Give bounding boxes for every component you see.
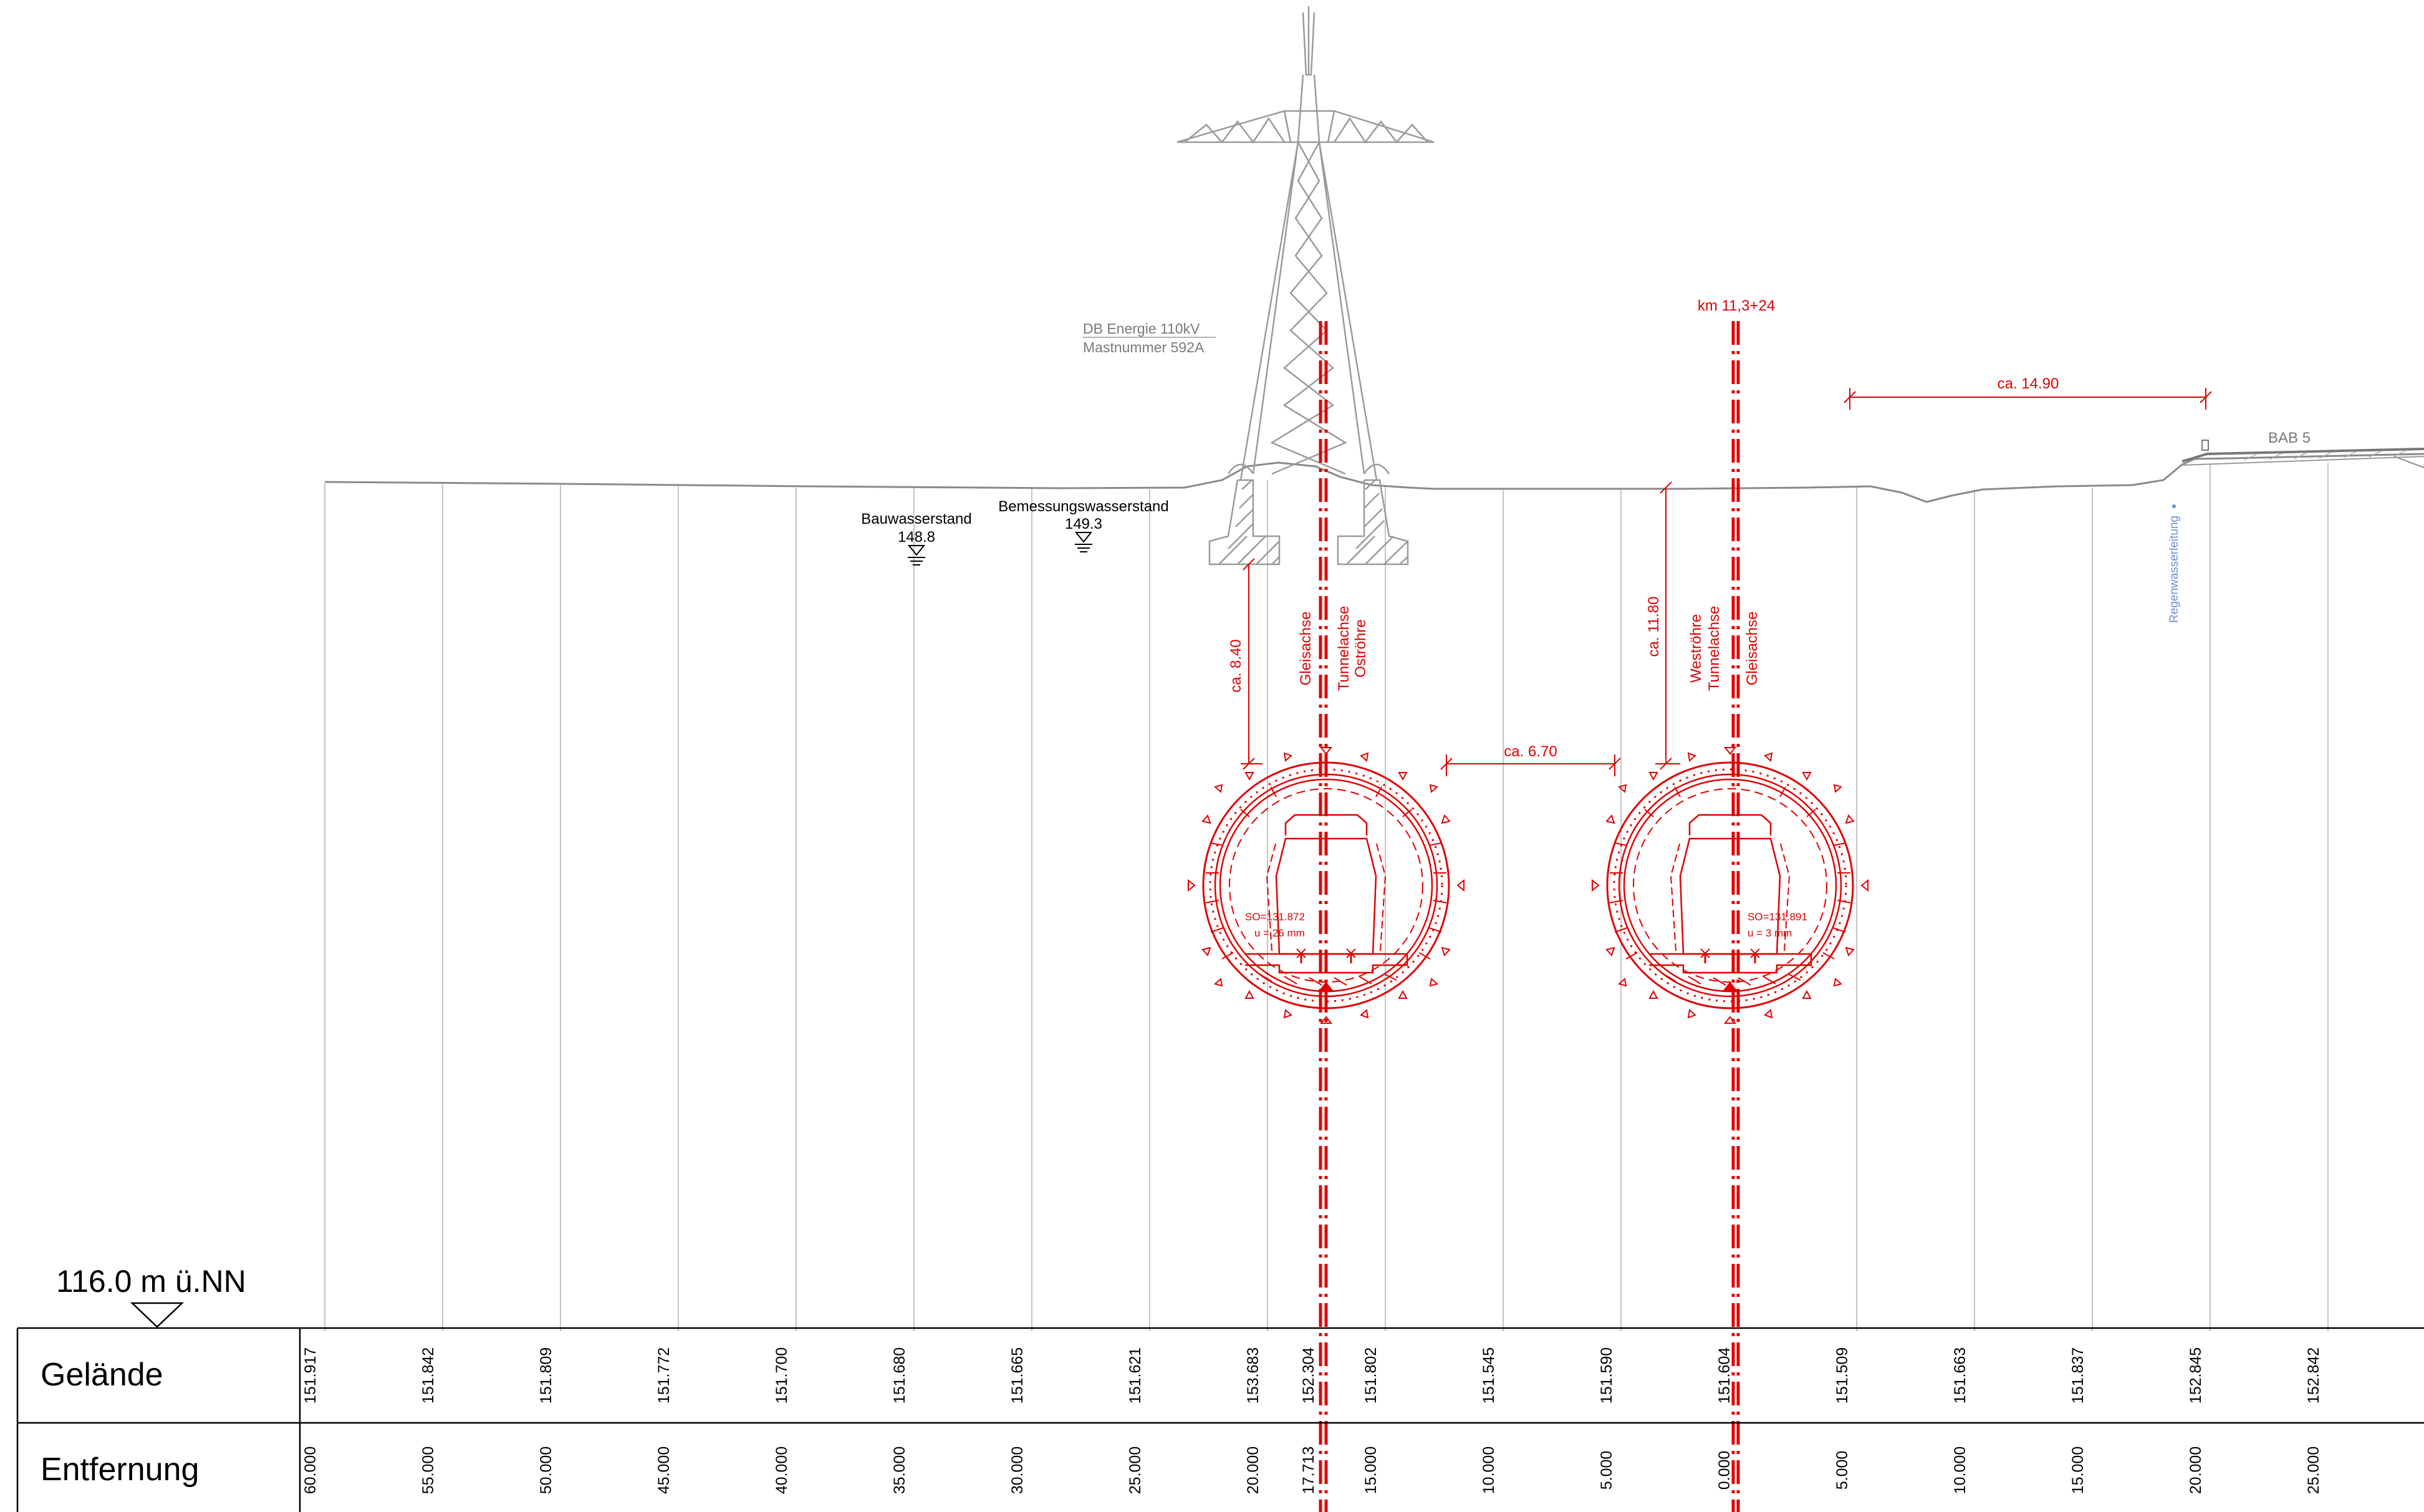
gelaende-values: 151.917 151.842 151.809 151.772 151.700 151.6… [302, 1347, 2322, 1404]
west-axis-label-3: Gleisachse [1744, 612, 1761, 686]
gelaende-value: 151.837 [2069, 1347, 2087, 1404]
west-axis-label-1: Weströhre [1688, 614, 1705, 683]
power-pylon [1176, 6, 1435, 481]
dimension-8-40: ca. 8.40 [1228, 558, 1262, 770]
dimension-8-40-label: ca. 8.40 [1228, 639, 1244, 692]
entfernung-value: 20.000 [1244, 1447, 1262, 1494]
tunnel-west: SO=131.891 u = 3 mm [1592, 747, 1868, 1024]
terrain-line [324, 453, 2424, 503]
gelaende-value: 151.772 [655, 1347, 673, 1404]
gelaende-value: 151.665 [1009, 1347, 1026, 1404]
entfernung-values: 60.000 55.000 50.000 45.000 40.000 35.000 30.0… [302, 1447, 2322, 1494]
gelaende-value: 151.842 [420, 1347, 437, 1404]
gelaende-value: 151.809 [537, 1347, 555, 1404]
water-level-bau-value: 148.8 [898, 529, 935, 546]
tunnel-west-u: u = 3 mm [1748, 927, 1792, 939]
entfernung-value: 5.000 [1598, 1451, 1615, 1490]
dimension-11-80: ca. 11.80 [1645, 481, 1680, 770]
motorway-label: BAB 5 [2268, 430, 2311, 446]
dimension-14-90: ca. 14.90 [1844, 375, 2212, 410]
gelaende-value: 151.590 [1598, 1347, 1615, 1404]
table-row-label-entfernung: Entfernung [41, 1452, 199, 1488]
gelaende-value: 151.700 [773, 1347, 791, 1404]
entfernung-value: 10.000 [1951, 1447, 1969, 1494]
tunnel-ost: SO=131.872 u = 26 mm [1188, 747, 1464, 1024]
tunnel-west-so: SO=131.891 [1748, 911, 1807, 923]
drainage-label: Regenwasserleitung [2168, 516, 2181, 623]
entfernung-value: 0.000 [1716, 1451, 1733, 1490]
entfernung-value: 30.000 [1009, 1447, 1026, 1494]
gelaende-value: 151.680 [891, 1347, 908, 1404]
tunnel-ost-u: u = 26 mm [1254, 927, 1305, 939]
table-row-label-gelaende: Gelände [41, 1357, 163, 1393]
pylon-foundation-left [1208, 479, 1281, 566]
ost-axis-label-3: Oströhre [1352, 619, 1369, 677]
water-level-bau-label: Bauwasserstand [861, 511, 971, 527]
dimension-6-70-label: ca. 6.70 [1504, 743, 1557, 760]
mast-label-line1: DB Energie 110kV [1083, 320, 1200, 337]
water-level-bau: Bauwasserstand 148.8 [861, 511, 972, 566]
gelaende-value: 151.509 [1834, 1347, 1851, 1404]
entfernung-value: 40.000 [773, 1447, 791, 1494]
gelaende-value: 152.845 [2187, 1347, 2205, 1404]
drainage-pipe: Regenwasserleitung [2168, 504, 2181, 623]
water-level-bemessung-label: Bemessungswasserstand [998, 498, 1168, 515]
entfernung-value: 10.000 [1480, 1447, 1498, 1494]
water-level-bemessung-value: 149.3 [1065, 516, 1102, 532]
pylon-foundation-right [1337, 479, 1409, 566]
reference-level: 116.0 m ü.NN [56, 1264, 246, 1328]
gelaende-value: 151.802 [1362, 1347, 1380, 1404]
tunnel-ost-so: SO=131.872 [1245, 911, 1305, 923]
west-axis-labels: Weströhre Tunnelachse Gleisachse [1688, 606, 1761, 691]
ost-axis-label-1: Gleisachse [1297, 612, 1314, 686]
gelaende-value: 153.683 [1244, 1347, 1262, 1404]
entfernung-value: 17.713 [1300, 1447, 1317, 1494]
mast-label-line2: Mastnummer 592A [1083, 339, 1205, 355]
station-grid-lines [324, 463, 2329, 1331]
dimension-6-70: ca. 6.70 [1440, 743, 1621, 776]
gelaende-value: 152.842 [2305, 1347, 2322, 1404]
gelaende-value: 151.663 [1951, 1347, 1969, 1404]
profile-table: Gelände Entfernung 151.917 151.842 151.809… [16, 1327, 2424, 1512]
entfernung-value: 25.000 [2305, 1447, 2322, 1494]
dimension-11-80-label: ca. 11.80 [1645, 597, 1662, 657]
ost-axis-labels: Gleisachse Tunnelachse Oströhre [1297, 606, 1369, 691]
entfernung-value: 45.000 [655, 1447, 673, 1494]
entfernung-value: 5.000 [1834, 1451, 1851, 1490]
water-level-bemessung: Bemessungswasserstand 149.3 [998, 498, 1169, 552]
gelaende-value: 151.917 [302, 1347, 319, 1404]
gelaende-value: 151.621 [1127, 1347, 1144, 1404]
entfernung-value: 25.000 [1127, 1447, 1144, 1494]
gelaende-value: 151.545 [1480, 1347, 1498, 1404]
entfernung-value: 20.000 [2187, 1447, 2205, 1494]
entfernung-value: 50.000 [537, 1447, 555, 1494]
dimension-14-90-label: ca. 14.90 [1998, 375, 2059, 392]
entfernung-value: 15.000 [1362, 1447, 1380, 1494]
station-label: km 11,3+24 [1698, 297, 1775, 314]
gelaende-value: 151.604 [1716, 1347, 1733, 1404]
entfernung-value: 60.000 [302, 1447, 319, 1494]
entfernung-value: 55.000 [420, 1447, 437, 1494]
entfernung-value: 15.000 [2069, 1447, 2087, 1494]
motorway-bab5: BAB 5 [2181, 430, 2424, 468]
mast-label: DB Energie 110kV Mastnummer 592A [1083, 320, 1216, 355]
reference-level-label: 116.0 m ü.NN [56, 1264, 246, 1299]
entfernung-value: 35.000 [891, 1447, 908, 1494]
ost-axis-label-2: Tunnelachse [1335, 606, 1352, 691]
gelaende-value: 152.304 [1300, 1347, 1317, 1404]
west-axis-label-2: Tunnelachse [1706, 606, 1723, 691]
